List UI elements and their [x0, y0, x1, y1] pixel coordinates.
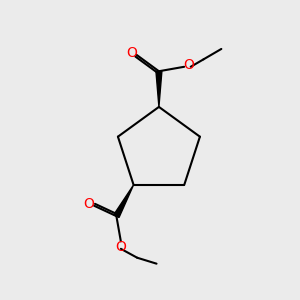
- Polygon shape: [114, 185, 134, 218]
- Text: O: O: [83, 197, 94, 211]
- Text: O: O: [126, 46, 137, 60]
- Text: O: O: [183, 58, 194, 72]
- Polygon shape: [156, 71, 162, 107]
- Text: O: O: [116, 240, 126, 254]
